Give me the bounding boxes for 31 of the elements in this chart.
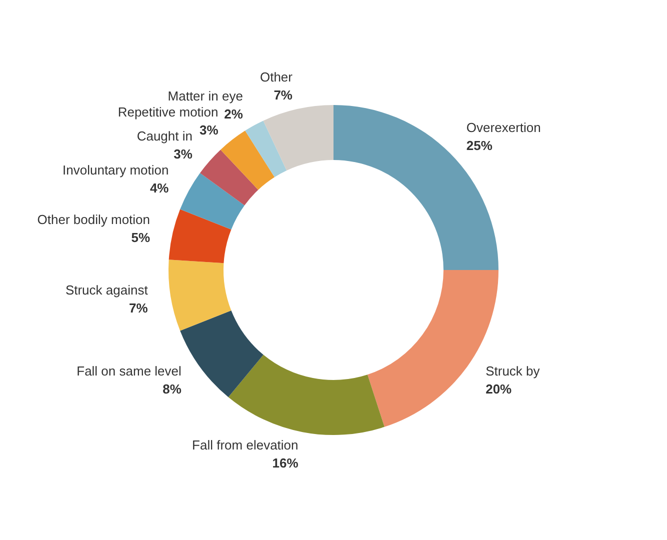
donut-slice	[220, 130, 275, 190]
donut-slice	[228, 354, 384, 435]
donut-slice	[200, 150, 258, 206]
donut-slice	[168, 209, 232, 264]
slice-label: Caught in	[136, 128, 192, 144]
slice-label: Struck against	[65, 282, 148, 298]
data-label: 4%	[150, 180, 170, 196]
slice-label: Other	[260, 70, 294, 85]
donut-slice	[180, 173, 245, 230]
data-label: 25%	[466, 138, 493, 154]
data-label: 3%	[199, 122, 219, 138]
slice-label: Fall from elevation	[192, 438, 298, 453]
data-label: 20%	[486, 382, 512, 397]
data-label: 16%	[272, 456, 299, 471]
donut-slice	[168, 260, 232, 331]
donut-slice	[263, 105, 334, 170]
slice-label: Other bodily motion	[37, 212, 150, 227]
slice-label: Struck by	[486, 364, 540, 379]
data-label: 2%	[224, 106, 244, 122]
slice-label: Overexertion	[466, 120, 541, 136]
slice-label: Matter in eye	[168, 88, 243, 104]
slice-label: Repetitive motion	[118, 104, 218, 120]
data-label: 7%	[274, 88, 293, 103]
slice-label: Fall on same level	[76, 364, 182, 379]
donut-slice	[180, 310, 264, 398]
donut-slice	[245, 120, 287, 178]
slice-label: Involuntary motion	[62, 162, 169, 178]
data-label: 5%	[131, 230, 150, 245]
data-label: 3%	[174, 146, 193, 162]
data-label: 7%	[129, 300, 148, 316]
data-label: 8%	[162, 382, 182, 397]
